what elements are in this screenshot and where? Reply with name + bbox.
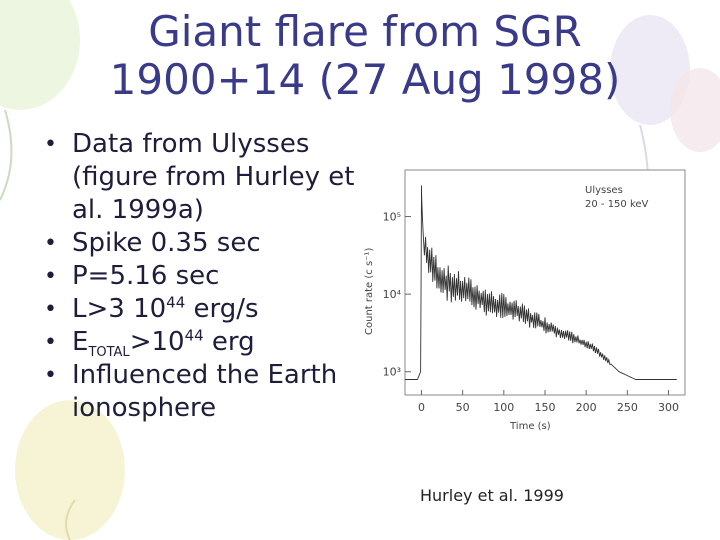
bullet-text: L>3 10	[72, 294, 167, 324]
y-tick-label: 10³	[383, 366, 401, 379]
bullet-dot-icon: •	[44, 297, 57, 322]
bullet-text: erg/s	[185, 294, 259, 324]
legend-energy-band: 20 - 150 keV	[585, 199, 649, 210]
bullet-item: • ETOTAL>1044 erg	[40, 326, 360, 359]
bullet-text: >10	[129, 327, 185, 357]
bullet-item: • Data from Ulysses (figure from Hurley e…	[40, 128, 360, 227]
y-tick-label: 10⁴	[383, 288, 402, 301]
balloon-string	[65, 499, 76, 540]
bullet-text: Spike 0.35 sec	[72, 228, 261, 258]
bullet-dot-icon: •	[44, 330, 57, 355]
bullet-text: Data from Ulysses (figure from Hurley et…	[72, 129, 355, 225]
light-curve-plot: 0 50 100 150 200 250 300 10³ 10⁴ 10⁵ Time (s) Co…	[364, 169, 686, 432]
x-tick-label: 0	[418, 401, 425, 414]
balloon-string	[0, 109, 13, 201]
bullet-text: P=5.16 sec	[72, 261, 220, 291]
bullet-dot-icon: •	[44, 363, 57, 388]
bullet-text: E	[72, 327, 89, 357]
bullet-text: erg	[203, 327, 255, 357]
y-tick-label: 10⁵	[383, 211, 401, 224]
bullet-item: • L>3 1044 erg/s	[40, 293, 360, 326]
slide-title: Giant flare from SGR 1900+14 (27 Aug 199…	[109, 7, 621, 104]
balloon-pink	[670, 68, 720, 152]
bullet-item: • Spike 0.35 sec	[40, 227, 360, 260]
x-axis: 0 50 100 150 200 250 300	[418, 390, 679, 414]
bullet-dot-icon: •	[44, 231, 57, 256]
bullet-list: • Data from Ulysses (figure from Hurley e…	[40, 128, 360, 425]
x-tick-label: 50	[456, 401, 470, 414]
bullet-dot-icon: •	[44, 264, 57, 289]
figure-caption: Hurley et al. 1999	[420, 486, 564, 505]
x-tick-label: 150	[535, 401, 556, 414]
subscript: TOTAL	[88, 345, 130, 361]
x-tick-label: 300	[658, 401, 679, 414]
x-tick-label: 200	[576, 401, 597, 414]
exponent: 44	[166, 293, 186, 312]
bullet-item: • P=5.16 sec	[40, 260, 360, 293]
bullet-text: Influenced the Earth ionosphere	[72, 360, 338, 423]
x-axis-label: Time (s)	[509, 421, 551, 432]
exponent: 44	[184, 326, 204, 345]
x-tick-label: 100	[493, 401, 514, 414]
legend-instrument: Ulysses	[585, 185, 623, 196]
bullet-item: • Influenced the Earth ionosphere	[40, 359, 360, 425]
x-tick-label: 250	[617, 401, 638, 414]
y-axis: 10³ 10⁴ 10⁵	[383, 211, 411, 379]
light-curve-line	[405, 185, 677, 380]
bullet-dot-icon: •	[44, 132, 57, 157]
y-axis-label: Count rate (c s⁻¹)	[364, 248, 375, 335]
